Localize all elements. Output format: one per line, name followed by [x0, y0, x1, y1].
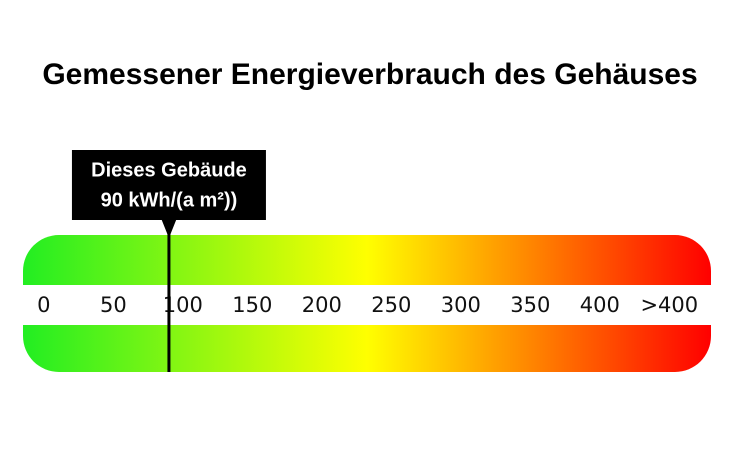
- x-tick-label: 0: [37, 293, 50, 317]
- marker-label: Dieses Gebäude: [91, 159, 247, 181]
- scale-band: [0, 285, 741, 325]
- x-tick-label: >400: [640, 293, 698, 317]
- marker-box: [71, 150, 266, 220]
- x-tick-label: 150: [232, 293, 272, 317]
- marker-label: 90 kWh/(a m²)): [101, 189, 238, 211]
- marker-pointer: [160, 218, 177, 238]
- x-tick-label: 50: [100, 293, 127, 317]
- x-tick-label: 300: [441, 293, 481, 317]
- chart-title: Gemessener Energieverbrauch des Gehäuses: [42, 58, 697, 91]
- x-tick-label: 350: [510, 293, 550, 317]
- x-tick-label: 250: [371, 293, 411, 317]
- x-tick-label: 200: [302, 293, 342, 317]
- x-tick-label: 400: [580, 293, 620, 317]
